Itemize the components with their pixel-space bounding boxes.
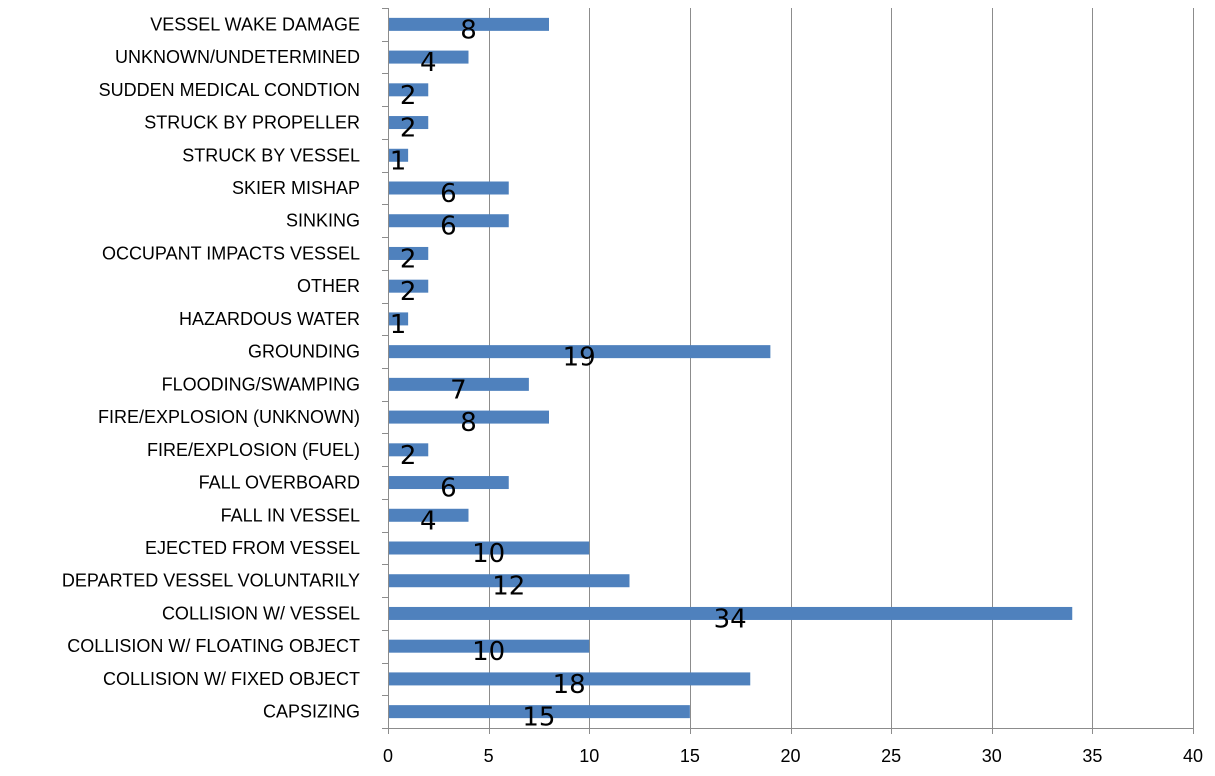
bar — [388, 410, 549, 424]
category-label: UNKNOWN/UNDETERMINED — [115, 47, 360, 67]
data-label: 15 — [522, 703, 555, 733]
bar — [388, 50, 469, 64]
x-tick-label: 0 — [383, 746, 393, 766]
data-label: 6 — [440, 212, 457, 242]
data-label: 18 — [553, 670, 586, 700]
bar — [388, 705, 690, 719]
bar — [388, 606, 1073, 620]
data-label: 8 — [460, 15, 477, 45]
data-label: 34 — [714, 604, 747, 634]
bar — [388, 377, 529, 391]
bar — [388, 279, 429, 293]
gridlines — [489, 8, 1194, 728]
category-label: VESSEL WAKE DAMAGE — [150, 14, 360, 34]
data-label: 4 — [420, 506, 437, 536]
category-label: HAZARDOUS WATER — [179, 309, 360, 329]
data-label: 6 — [440, 179, 457, 209]
bar — [388, 83, 429, 97]
bar — [388, 672, 751, 686]
bar — [388, 246, 429, 260]
category-label: EJECTED FROM VESSEL — [145, 538, 360, 558]
category-label: COLLISION W/ FIXED OBJECT — [103, 669, 360, 689]
data-label: 12 — [492, 572, 525, 602]
data-label: 7 — [450, 375, 467, 405]
category-label: FIRE/EXPLOSION (UNKNOWN) — [98, 407, 360, 427]
bar — [388, 508, 469, 522]
bar — [388, 541, 590, 555]
x-tick-label: 35 — [1082, 746, 1102, 766]
category-label: OCCUPANT IMPACTS VESSEL — [102, 243, 360, 263]
category-label: FIRE/EXPLOSION (FUEL) — [147, 440, 360, 460]
category-label: STRUCK BY PROPELLER — [144, 113, 360, 133]
bar — [388, 116, 429, 130]
x-tick-label: 30 — [982, 746, 1002, 766]
data-label: 1 — [390, 310, 407, 340]
bar — [388, 148, 409, 162]
data-label: 8 — [460, 408, 477, 438]
category-label: FLOODING/SWAMPING — [162, 374, 360, 394]
axes — [382, 8, 1194, 734]
bar — [388, 476, 509, 490]
category-label: SKIER MISHAP — [232, 178, 360, 198]
category-label: COLLISION W/ VESSEL — [162, 603, 360, 623]
x-tick-label: 10 — [579, 746, 599, 766]
bar — [388, 312, 409, 326]
x-tick-label: 20 — [780, 746, 800, 766]
data-label: 2 — [400, 114, 417, 144]
data-label: 1 — [390, 146, 407, 176]
bar — [388, 574, 630, 588]
category-label: SINKING — [286, 211, 360, 231]
data-label: 2 — [400, 81, 417, 111]
bar — [388, 214, 509, 228]
data-label: 4 — [420, 48, 437, 78]
data-label: 10 — [472, 539, 505, 569]
bar — [388, 639, 590, 653]
x-tick-label: 15 — [680, 746, 700, 766]
category-label: STRUCK BY VESSEL — [182, 145, 360, 165]
category-label: FALL IN VESSEL — [221, 505, 360, 525]
bar — [388, 443, 429, 457]
data-label: 2 — [400, 277, 417, 307]
bar — [388, 345, 771, 359]
data-label: 6 — [440, 474, 457, 504]
data-label: 2 — [400, 244, 417, 274]
data-label: 19 — [563, 343, 596, 373]
data-label: 2 — [400, 441, 417, 471]
category-label: FALL OVERBOARD — [199, 473, 360, 493]
category-label: COLLISION W/ FLOATING OBJECT — [67, 636, 360, 656]
category-label: CAPSIZING — [263, 702, 360, 722]
data-label: 10 — [472, 637, 505, 667]
category-label: DEPARTED VESSEL VOLUNTARILY — [62, 571, 360, 591]
category-label: OTHER — [297, 276, 360, 296]
labels: 0 5 10 15 20 25 30 35 40 VESSEL WAKE DAMAGE 8 UNKNO… — [62, 14, 1203, 766]
x-tick-label: 5 — [484, 746, 494, 766]
bars — [388, 17, 1073, 719]
bar — [388, 181, 509, 195]
category-label: GROUNDING — [248, 342, 360, 362]
bar — [388, 17, 549, 31]
category-label: SUDDEN MEDICAL CONDTION — [99, 80, 360, 100]
x-tick-label: 25 — [881, 746, 901, 766]
x-tick-label: 40 — [1183, 746, 1203, 766]
